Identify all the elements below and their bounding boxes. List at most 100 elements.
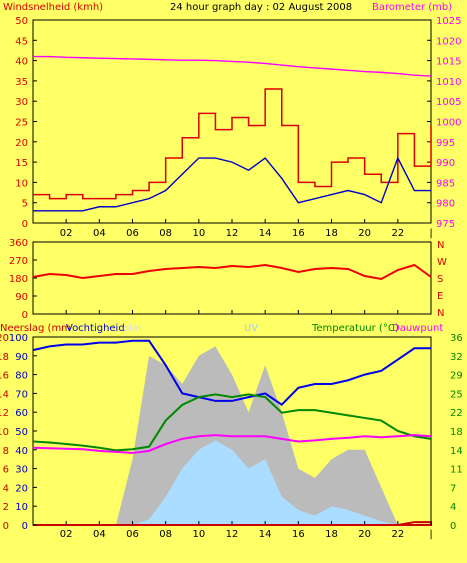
wind-y-tick-label: 5 [22, 199, 28, 210]
uv-axis-title: UV [244, 323, 258, 334]
rain-y-tick-label: 0 [3, 521, 9, 532]
barometer-y-tick-label: 1020 [436, 36, 461, 47]
temperature-y-tick-label: 11 [450, 465, 463, 476]
temperature-y-tick-label: 32 [450, 352, 463, 363]
rain-y-tick-label: 6 [3, 465, 9, 476]
direction-panel-ticks: 0 90 180 270 360 [9, 238, 37, 321]
weather-panel: 0 0 0 2 10 4 4 20 7 6 30 11 8 40 14 10 50 18 12 60 22 14 70 25 1… [0, 333, 463, 532]
wind-panel-series [33, 55, 432, 212]
x-tick-label: 16 [292, 529, 305, 540]
temperature-line [32, 393, 432, 452]
compass-e: E [437, 291, 443, 302]
x-tick-label: 22 [391, 529, 404, 540]
weather-panel-ticks: 0 0 0 2 10 4 4 20 7 6 30 11 8 40 14 10 50 18 12 60 22 14 70 25 1… [0, 333, 463, 532]
temperature-y-tick-label: 36 [450, 333, 463, 344]
x-tick-label: 06 [126, 529, 139, 540]
x-tick-label: 16 [292, 228, 305, 239]
humidity-y-tick-label: 70 [15, 389, 28, 400]
temperature-y-tick-label: 29 [450, 371, 463, 382]
wind-y-tick-label: 10 [15, 178, 28, 189]
humidity-y-tick-label: 10 [15, 502, 28, 513]
x-tick-label: | [429, 228, 432, 239]
temperature-y-tick-label: 7 [450, 483, 456, 494]
x-tick-label: 20 [358, 529, 371, 540]
compass-n-top: N [437, 240, 444, 251]
x-tick-label: 22 [391, 228, 404, 239]
direction-y-tick-label: 180 [9, 274, 28, 285]
humidity-axis-title: Vochtigheid [66, 323, 125, 334]
humidity-y-tick-label: 20 [15, 483, 28, 494]
rain-y-tick-label: 10 [0, 427, 9, 438]
barometer-y-tick-label: 980 [436, 199, 455, 210]
x-tick-label: 14 [259, 529, 272, 540]
barometer-y-tick-label: 1010 [436, 77, 461, 88]
temperature-y-tick-label: 0 [450, 521, 456, 532]
wind-y-tick-label: 35 [15, 77, 28, 88]
humidity-y-tick-label: 80 [15, 371, 28, 382]
x-tick-label: 08 [159, 529, 172, 540]
wind-panel-ticks: 0510152025303540455097598098599099510001… [15, 16, 461, 230]
temperature-y-tick-label: 14 [450, 446, 463, 457]
x-tick-label: 02 [60, 228, 73, 239]
uv-area [33, 440, 431, 525]
direction-y-tick-label: 0 [22, 310, 28, 321]
graph-title: 24 hour graph day : 02 August 2008 [170, 2, 352, 13]
direction-y-tick-label: 270 [9, 256, 28, 267]
x-tick-label: | [429, 529, 432, 540]
rain-y-tick-label: 18 [0, 352, 9, 363]
barometer-y-tick-label: 990 [436, 158, 455, 169]
x-tick-label: 14 [259, 228, 272, 239]
x-tick-label: 10 [192, 529, 205, 540]
wind-y-tick-label: 25 [15, 118, 28, 129]
wind-direction-line [32, 263, 432, 281]
x-tick-label: 12 [226, 228, 239, 239]
barometer-line [33, 55, 432, 77]
barometer-y-tick-label: 985 [436, 178, 455, 189]
direction-y-tick-label: 360 [9, 238, 28, 249]
wind-speed-line [33, 156, 431, 212]
direction-panel-series [32, 263, 432, 281]
wind-y-tick-label: 40 [15, 57, 28, 68]
x-tick-labels: 02 02 04 04 06 06 08 08 10 10 12 12 14 14 16 16 18 18 20 20… [60, 219, 433, 540]
rain-axis-title: Neerslag (mm [0, 323, 71, 334]
barometer-y-tick-label: 975 [436, 219, 455, 230]
barometer-y-tick-label: 995 [436, 138, 455, 149]
rain-y-tick-label: 16 [0, 371, 9, 382]
humidity-y-tick-label: 40 [15, 446, 28, 457]
wind-y-tick-label: 15 [15, 158, 28, 169]
temperature-y-tick-label: 18 [450, 427, 463, 438]
x-tick-label: 10 [192, 228, 205, 239]
x-tick-label: 08 [159, 228, 172, 239]
compass-s: S [437, 274, 443, 285]
wind-gust-line [33, 88, 432, 200]
humidity-y-tick-label: 50 [15, 427, 28, 438]
temperature-y-tick-label: 25 [450, 389, 463, 400]
temperature-y-tick-label: 4 [450, 502, 456, 513]
x-tick-label: 06 [126, 228, 139, 239]
rain-y-tick-label: 20 [0, 333, 9, 344]
barometer-y-tick-label: 1005 [436, 97, 461, 108]
barometer-y-tick-label: 1025 [436, 16, 461, 27]
compass-n-bottom: N [437, 308, 444, 319]
rain-y-tick-label: 8 [3, 446, 9, 457]
compass-w: W [437, 257, 447, 268]
rain-y-tick-label: 12 [0, 408, 9, 419]
dewpoint-axis-title: Dauwpunt [392, 323, 443, 334]
wind-y-tick-label: 0 [22, 219, 28, 230]
weather-panel-series [32, 339, 432, 526]
x-tick-label: 04 [93, 529, 106, 540]
x-tick-label: 18 [325, 228, 338, 239]
humidity-y-tick-label: 100 [9, 333, 28, 344]
barometer-y-tick-label: 1000 [436, 118, 461, 129]
humidity-y-tick-label: 60 [15, 408, 28, 419]
direction-y-tick-label: 90 [15, 292, 28, 303]
wind-y-tick-label: 20 [15, 138, 28, 149]
barometer-axis-title: Barometer (mb) [372, 2, 452, 13]
x-tick-label: 12 [226, 529, 239, 540]
wind-y-tick-label: 50 [15, 16, 28, 27]
solar-axis-title: olar [123, 323, 143, 334]
wind-y-tick-label: 45 [15, 36, 28, 47]
dewpoint-line [32, 434, 432, 454]
humidity-line [32, 339, 431, 406]
